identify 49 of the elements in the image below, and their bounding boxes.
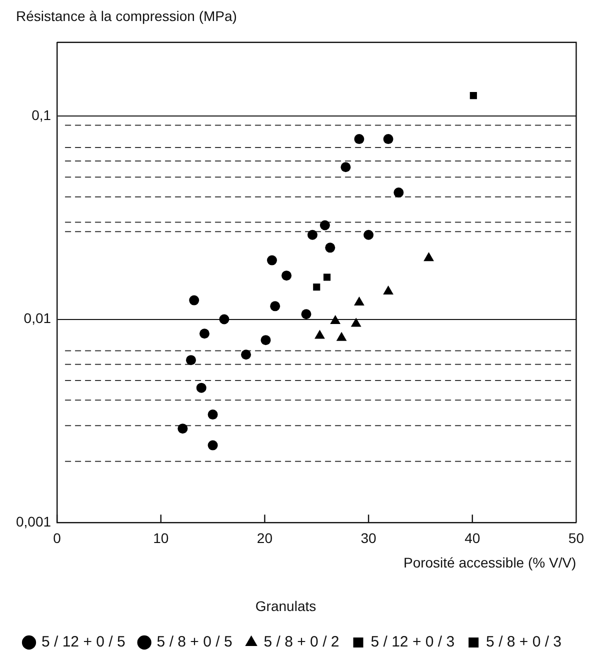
point xyxy=(186,355,196,366)
legend-label: 5 / 8 + 0 / 3 xyxy=(486,634,562,651)
point xyxy=(266,255,277,266)
x-tick-label: 30 xyxy=(360,530,377,546)
point xyxy=(470,92,477,100)
legend-label: 5 / 8 + 0 / 5 xyxy=(156,634,232,651)
point xyxy=(354,134,364,144)
legend-label: 5 / 8 + 0 / 2 xyxy=(264,634,340,651)
point xyxy=(313,284,320,291)
point xyxy=(323,274,331,281)
x-tick-label: 50 xyxy=(568,530,584,546)
legend-label: 5 / 12 + 0 / 5 xyxy=(42,634,126,651)
x-tick-label: 20 xyxy=(256,530,273,546)
point xyxy=(208,440,218,450)
point xyxy=(189,295,200,306)
point xyxy=(383,285,394,294)
point xyxy=(314,330,325,339)
point xyxy=(336,332,347,341)
point xyxy=(330,315,341,324)
point xyxy=(350,318,362,327)
legend-label: 5 / 12 + 0 / 3 xyxy=(370,634,455,651)
x-tick-label: 10 xyxy=(153,530,169,546)
point xyxy=(325,242,336,253)
point xyxy=(320,220,330,230)
x-axis-title: Porosité accessible (% V/V) xyxy=(403,554,576,571)
point xyxy=(199,328,210,339)
point xyxy=(307,230,318,240)
point xyxy=(383,134,394,144)
legend-title: Granulats xyxy=(255,598,316,614)
point xyxy=(282,270,292,281)
x-tick-label: 0 xyxy=(53,530,62,546)
x-tick-label: 40 xyxy=(464,530,480,546)
y-tick-label: 0,1 xyxy=(32,106,52,123)
point xyxy=(260,335,271,346)
point xyxy=(208,410,218,420)
y-axis-title: Résistance à la compression (MPa) xyxy=(16,8,237,24)
point xyxy=(219,314,230,324)
point xyxy=(301,309,312,320)
point xyxy=(241,350,252,360)
point xyxy=(394,188,404,198)
point xyxy=(270,301,280,312)
point xyxy=(424,252,434,262)
point xyxy=(364,230,374,240)
point xyxy=(354,296,364,306)
y-tick-label: 0,001 xyxy=(16,513,52,530)
point xyxy=(340,162,351,172)
y-tick-label: 0,01 xyxy=(24,310,52,326)
point xyxy=(178,424,188,434)
point xyxy=(196,382,206,393)
